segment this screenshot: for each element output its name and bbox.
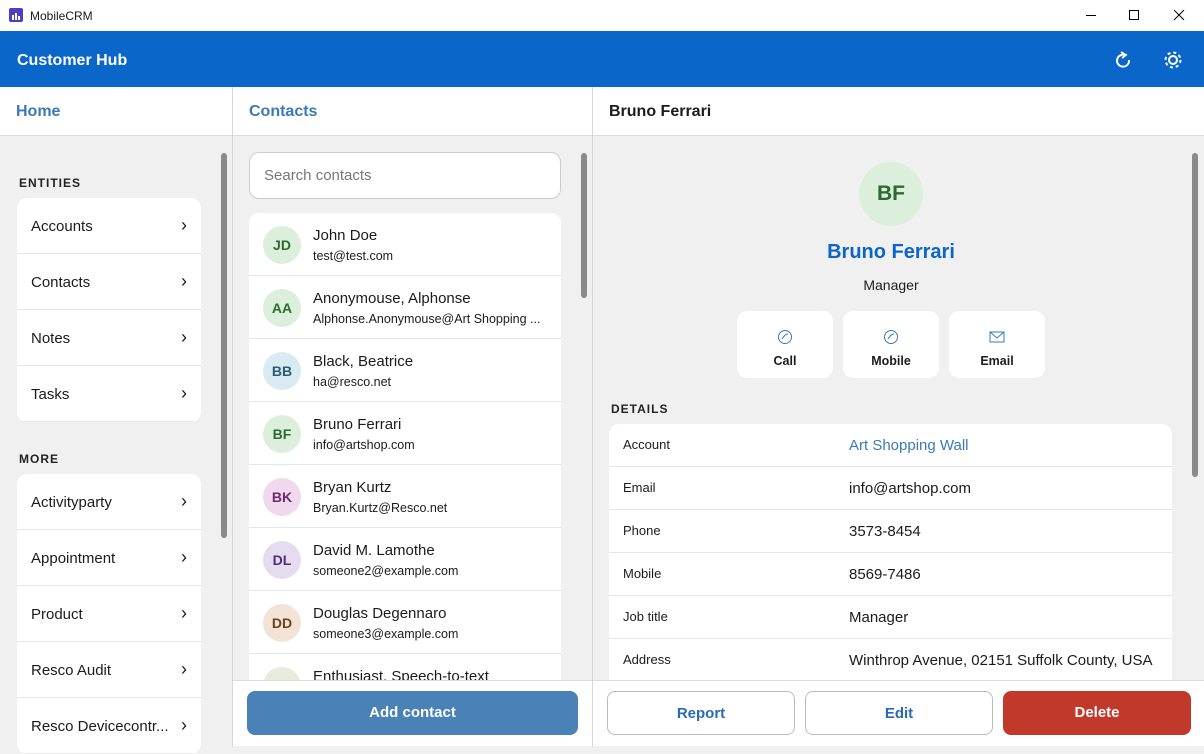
contact-name: Anonymouse, Alphonse xyxy=(313,290,471,307)
avatar: BK xyxy=(263,478,301,516)
window-controls[interactable] xyxy=(1070,0,1204,31)
contact-name: Black, Beatrice xyxy=(313,353,414,370)
contact-item[interactable]: AA Anonymouse, Alphonse Alphonse.Anonymous… xyxy=(249,276,561,339)
contact-item[interactable]: Enthusiast, Speech-to-text xyxy=(249,654,561,680)
contact-item[interactable]: BK Bryan Kurtz Bryan.Kurtz@Resco.net xyxy=(249,465,561,528)
detail-header: Bruno Ferrari xyxy=(593,87,1204,136)
nav-panel: ENTITIES AccountsContactsNotesTasks MORE Ac… xyxy=(0,136,232,754)
contact-email: someone3@example.com xyxy=(313,627,459,641)
contact-item[interactable]: BF Bruno Ferrari info@artshop.com xyxy=(249,402,561,465)
contact-name: John Doe xyxy=(313,227,378,244)
nav-header[interactable]: Home xyxy=(0,87,232,136)
contact-email: Bryan.Kurtz@Resco.net xyxy=(313,501,448,515)
contact-name: Bryan Kurtz xyxy=(313,479,392,496)
section-label: DETAILS xyxy=(611,402,669,416)
nav-item[interactable]: Resco Audit xyxy=(17,642,201,698)
action-button[interactable]: Mobile xyxy=(843,311,939,378)
contact-item[interactable]: DD Douglas Degennaro someone3@example.com xyxy=(249,591,561,654)
action-icon xyxy=(989,331,1005,343)
nav-item[interactable]: Activityparty xyxy=(17,474,201,530)
avatar: BF xyxy=(859,162,923,226)
action-button[interactable]: Delete xyxy=(1003,691,1191,735)
avatar: DL xyxy=(263,541,301,579)
separator xyxy=(592,87,593,746)
title-bar: MobileCRM xyxy=(0,0,1204,31)
nav-item[interactable]: Contacts xyxy=(17,254,201,310)
nav-item[interactable]: Notes xyxy=(17,310,201,366)
contact-item[interactable]: BB Black, Beatrice ha@resco.net xyxy=(249,339,561,402)
toolbar-icons[interactable] xyxy=(1112,50,1188,72)
field-label: Phone xyxy=(623,523,661,538)
search-box[interactable]: Search contacts xyxy=(249,152,561,199)
contact-list: JD John Doe test@test.com AA Anonymouse, Alp… xyxy=(249,213,561,680)
field-value: 8569-7486 xyxy=(849,566,921,583)
window-title: MobileCRM xyxy=(30,9,93,23)
action-label: Email xyxy=(980,354,1014,368)
avatar: DD xyxy=(263,604,301,642)
contact-name: David M. Lamothe xyxy=(313,542,435,559)
contacts-header: Contacts xyxy=(233,87,592,136)
field-label: Mobile xyxy=(623,566,662,581)
action-button[interactable]: Call xyxy=(737,311,833,378)
action-button[interactable]: Email xyxy=(949,311,1045,378)
field-value: info@artshop.com xyxy=(849,480,971,497)
field-row: Email info@artshop.com xyxy=(609,467,1172,510)
separator xyxy=(232,87,233,746)
nav-card: AccountsContactsNotesTasks xyxy=(17,198,201,422)
contact-job: Manager xyxy=(863,277,919,293)
scrollbar[interactable] xyxy=(581,153,587,298)
contact-email: Alphonse.Anonymouse@Art Shopping ... xyxy=(313,312,541,326)
field-label: Job title xyxy=(623,609,668,624)
section-label: MORE xyxy=(19,452,59,466)
contact-email: ha@resco.net xyxy=(313,375,392,389)
action-icon xyxy=(884,330,898,344)
avatar xyxy=(263,667,301,680)
field-value[interactable]: Art Shopping Wall xyxy=(849,437,969,454)
nav-item[interactable]: Appointment xyxy=(17,530,201,586)
contact-name: Bruno Ferrari xyxy=(827,241,955,263)
field-label: Email xyxy=(623,480,656,495)
avatar: JD xyxy=(263,226,301,264)
details-card: Account Art Shopping Wall Email info@artsho… xyxy=(609,424,1172,680)
field-value: Winthrop Avenue, 02151 Suffolk County, U… xyxy=(849,652,1153,669)
action-label: Mobile xyxy=(871,354,911,368)
field-label: Account xyxy=(623,437,670,452)
nav-item[interactable]: Accounts xyxy=(17,198,201,254)
action-icon xyxy=(778,330,792,344)
app-title: Customer Hub xyxy=(17,52,128,69)
add-contact-button[interactable]: Add contact xyxy=(247,691,578,735)
app-bar: Customer Hub xyxy=(0,31,1204,87)
contact-item[interactable]: JD John Doe test@test.com xyxy=(249,213,561,276)
nav-item[interactable]: Product xyxy=(17,586,201,642)
scrollbar[interactable] xyxy=(1192,153,1198,477)
contact-email: info@artshop.com xyxy=(313,438,415,452)
field-row: Phone 3573-8454 xyxy=(609,510,1172,553)
action-button[interactable]: Edit xyxy=(805,691,993,735)
contact-email: test@test.com xyxy=(313,249,394,263)
app-icon xyxy=(9,8,23,22)
action-label: Call xyxy=(773,354,797,368)
contact-email: someone2@example.com xyxy=(313,564,459,578)
field-value: 3573-8454 xyxy=(849,523,921,540)
action-button[interactable]: Report xyxy=(607,691,795,735)
avatar: AA xyxy=(263,289,301,327)
scrollbar[interactable] xyxy=(221,153,227,538)
field-row: Address Winthrop Avenue, 02151 Suffolk Co… xyxy=(609,639,1172,680)
contact-name: Douglas Degennaro xyxy=(313,605,447,622)
section-label: ENTITIES xyxy=(19,176,82,190)
field-row: Account Art Shopping Wall xyxy=(609,424,1172,467)
nav-item[interactable]: Tasks xyxy=(17,366,201,422)
contact-name: Bruno Ferrari xyxy=(313,416,402,433)
contact-name: Enthusiast, Speech-to-text xyxy=(313,668,489,680)
avatar: BB xyxy=(263,352,301,390)
field-row: Job title Manager xyxy=(609,596,1172,639)
avatar: BF xyxy=(263,415,301,453)
contact-item[interactable]: DL David M. Lamothe someone2@example.com xyxy=(249,528,561,591)
field-row: Mobile 8569-7486 xyxy=(609,553,1172,596)
nav-card: ActivitypartyAppointmentProductResco Aud… xyxy=(17,474,201,754)
field-value: Manager xyxy=(849,609,909,626)
field-label: Address xyxy=(623,652,671,667)
